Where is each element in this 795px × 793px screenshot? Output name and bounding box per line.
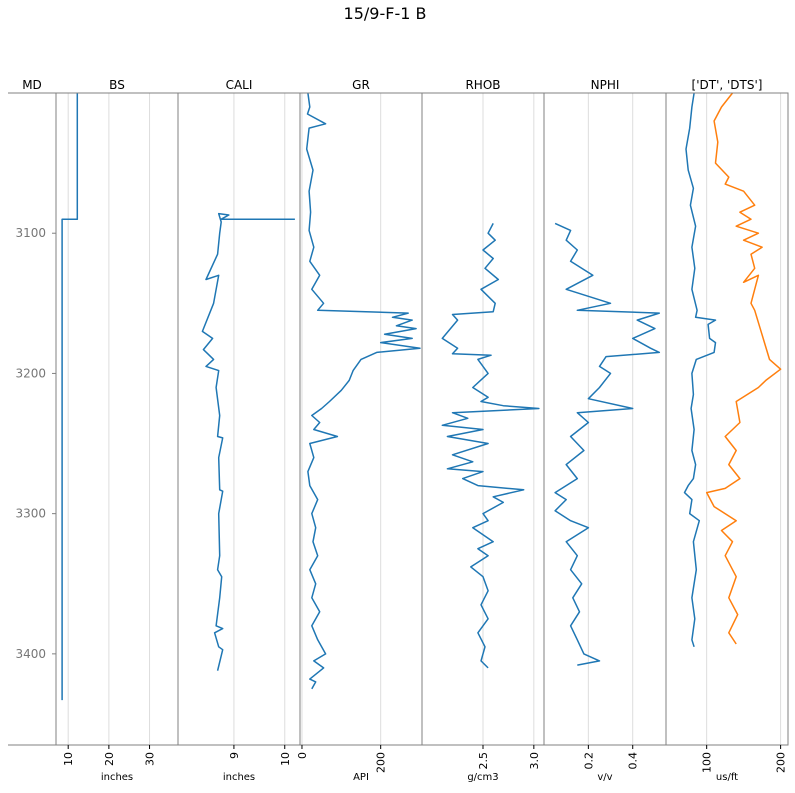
- x-tick-label: 10: [279, 752, 292, 766]
- depth-tick-label: 3200: [15, 366, 46, 380]
- x-tick-label: 0: [296, 752, 309, 759]
- series-line-rhob: [441, 223, 540, 669]
- track-unit-label: g/cm3: [467, 772, 498, 783]
- track-frame: [299, 92, 423, 746]
- track-name: CALI: [226, 78, 253, 92]
- x-tick-label: 2.5: [477, 752, 490, 770]
- track-bs: BS 10 20 30 inches: [55, 78, 179, 783]
- series-line-cali: [201, 212, 295, 671]
- log-tracks: BS 10 20 30 inches CALI 9 10 inches GR 0 200 API RHOB…: [8, 78, 789, 783]
- series-line-dt: [683, 92, 717, 648]
- x-tick-label: 0.4: [627, 752, 640, 770]
- x-tick-label: 30: [144, 752, 157, 766]
- series-line-dts: [705, 92, 782, 645]
- depth-tick-label: 3100: [15, 226, 46, 240]
- series-line-nphi: [554, 222, 661, 666]
- series-line-bs: [61, 93, 79, 701]
- x-tick-label: 100: [701, 752, 714, 773]
- depth-axis-label: MD: [22, 78, 42, 92]
- track-unit-label: v/v: [597, 772, 612, 783]
- track-nphi: NPHI 0.2 0.4 v/v: [543, 78, 667, 783]
- track-frame: [543, 92, 667, 746]
- track-unit-label: inches: [101, 772, 133, 783]
- x-tick-label: 200: [775, 752, 788, 773]
- track-rhob: RHOB 2.5 3.0 g/cm3: [421, 78, 545, 783]
- track-frame: [55, 92, 179, 746]
- track-unit-label: us/ft: [716, 772, 738, 783]
- track-name: ['DT', 'DTS']: [692, 78, 763, 92]
- x-tick-label: 9: [228, 752, 241, 759]
- depth-axis: MD 3100 3200 3300 3400: [15, 78, 56, 661]
- track-unit-label: inches: [223, 772, 255, 783]
- track-name: RHOB: [465, 78, 500, 92]
- track-gr: GR 0 200 API: [296, 78, 423, 783]
- depth-tick-label: 3400: [15, 647, 46, 661]
- track-cali: CALI 9 10 inches: [177, 78, 301, 783]
- track-frame: [177, 92, 301, 746]
- track-dt-dts: ['DT', 'DTS'] 100 200 us/ft: [665, 78, 789, 783]
- x-tick-label: 3.0: [528, 752, 541, 770]
- x-tick-label: 20: [103, 752, 116, 766]
- series-line-gr: [305, 92, 421, 690]
- x-tick-label: 0.2: [582, 752, 595, 770]
- track-name: GR: [352, 78, 370, 92]
- x-tick-label: 10: [62, 752, 75, 766]
- track-name: NPHI: [591, 78, 620, 92]
- track-frame: [665, 92, 789, 746]
- figure-title: 15/9-F-1 B: [344, 4, 427, 23]
- track-unit-label: API: [353, 772, 369, 783]
- x-tick-label: 200: [375, 752, 388, 773]
- track-name: BS: [109, 78, 125, 92]
- depth-tick-label: 3300: [15, 507, 46, 521]
